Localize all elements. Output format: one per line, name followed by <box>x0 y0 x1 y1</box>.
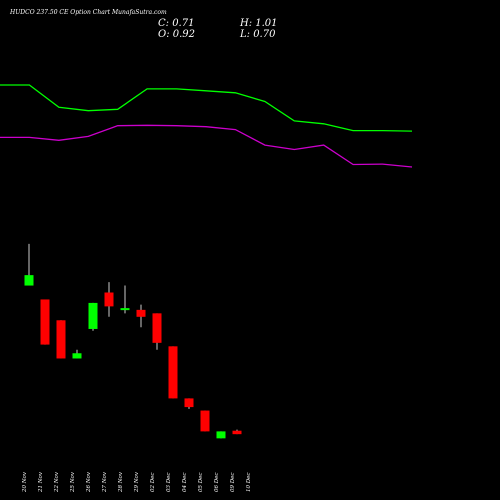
candle-body <box>232 430 242 435</box>
x-tick-label: 05 Dec <box>198 473 204 493</box>
candle-body <box>104 292 114 307</box>
x-tick-label: 22 Nov <box>54 471 60 493</box>
x-tick-label: 28 Nov <box>118 471 124 493</box>
candle-body <box>24 275 34 286</box>
open-value: O: 0.92 <box>158 29 196 40</box>
candle-body <box>136 309 146 317</box>
x-tick-label: 02 Dec <box>150 473 156 493</box>
x-tick-label: 29 Nov <box>134 471 140 493</box>
x-tick-label: 26 Nov <box>86 471 92 493</box>
candle-body <box>40 299 50 345</box>
candle-body <box>168 346 178 399</box>
x-tick-label: 06 Dec <box>214 473 220 493</box>
candle-body <box>56 320 66 359</box>
x-tick-label: 10 Dec <box>246 473 252 493</box>
candle-body <box>216 431 226 439</box>
x-tick-label: 21 Nov <box>38 471 44 493</box>
candle-body <box>152 313 162 343</box>
high-value: H: 1.01 <box>240 18 278 29</box>
low-value: L: 0.70 <box>240 29 276 40</box>
x-tick-label: 20 Nov <box>22 471 28 493</box>
x-tick-label: 09 Dec <box>230 473 236 493</box>
x-tick-label: 27 Nov <box>102 471 108 493</box>
candle-body <box>184 398 194 408</box>
candle-body <box>200 410 210 432</box>
x-tick-label: 25 Nov <box>70 471 76 493</box>
candle-body <box>72 353 82 359</box>
x-tick-label: 03 Dec <box>166 473 172 493</box>
chart-title: HUDCO 237.50 CE Option Chart MunafaSutra… <box>10 9 167 16</box>
indicator-line-2 <box>0 124 413 168</box>
close-value: C: 0.71 <box>158 18 195 29</box>
candle-body <box>88 302 98 329</box>
candle-body <box>120 308 130 311</box>
x-tick-label: 04 Dec <box>182 473 188 493</box>
indicator-line-1 <box>0 84 413 132</box>
